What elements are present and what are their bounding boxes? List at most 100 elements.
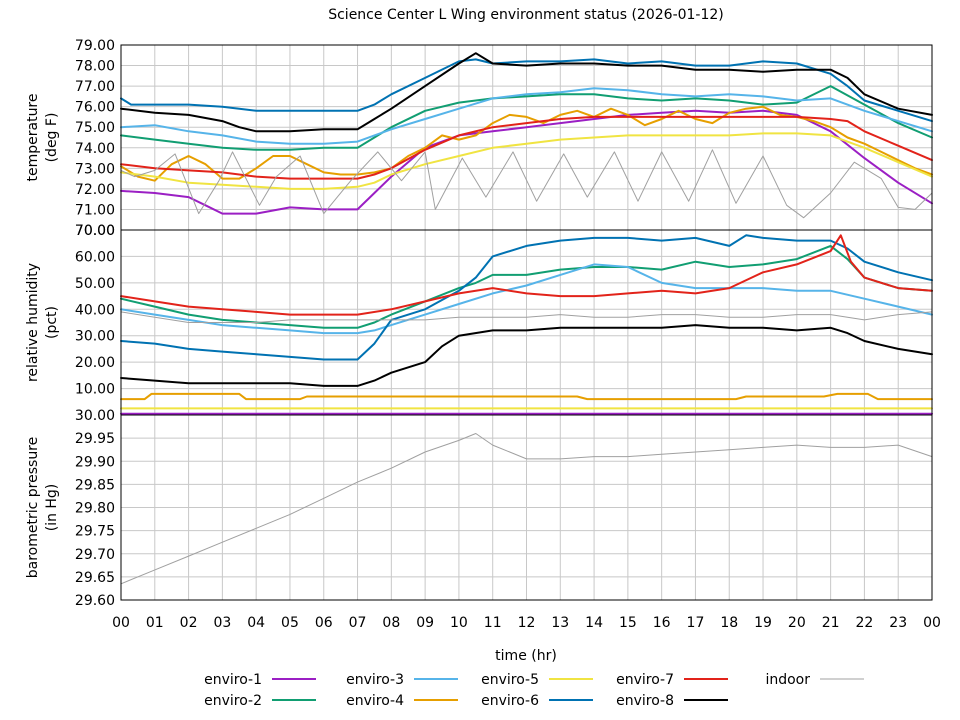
x-tick-label: 11 xyxy=(484,615,502,631)
legend-item-enviro-4: enviro-4 xyxy=(346,693,458,709)
humidity-series-enviro-7 xyxy=(120,234,933,316)
temperature-series-enviro-8 xyxy=(120,52,933,133)
humidity-series-enviro-4 xyxy=(120,392,933,401)
legend-label: enviro-8 xyxy=(616,693,674,709)
temperature-series-enviro-2 xyxy=(120,85,933,151)
humidity-y-tick-label: 40.00 xyxy=(75,302,115,318)
legend-label: enviro-4 xyxy=(346,693,404,709)
temperature-y-tick-label: 72.00 xyxy=(75,182,115,198)
legend-item-enviro-2: enviro-2 xyxy=(204,693,316,709)
x-tick-label: 22 xyxy=(856,615,874,631)
x-tick-label: 04 xyxy=(247,615,265,631)
pressure-y-tick-label: 30.00 xyxy=(75,408,115,424)
legend-label: enviro-3 xyxy=(346,672,404,688)
temperature-series-enviro-3 xyxy=(120,87,933,145)
x-tick-label: 17 xyxy=(687,615,705,631)
x-tick-label: 20 xyxy=(788,615,806,631)
x-tick-label: 05 xyxy=(281,615,299,631)
temperature-series-enviro-7 xyxy=(120,115,933,180)
pressure-y-axis-title-line: barometric pressure xyxy=(25,437,41,578)
temperature-series-enviro-1 xyxy=(120,109,933,215)
humidity-y-tick-label: 70.00 xyxy=(75,223,115,239)
humidity-y-tick-label: 60.00 xyxy=(75,249,115,265)
pressure-series-indoor xyxy=(120,433,933,585)
pressure-y-tick-label: 29.75 xyxy=(75,524,115,540)
pressure-y-tick-label: 29.85 xyxy=(75,477,115,493)
temperature-y-tick-label: 76.00 xyxy=(75,100,115,116)
chart-legend: enviro-1 enviro-2 enviro-3 enviro-4 enviro-5… xyxy=(204,672,864,709)
x-tick-label: 14 xyxy=(585,615,603,631)
humidity-y-tick-label: 30.00 xyxy=(75,329,115,345)
pressure-y-tick-label: 29.80 xyxy=(75,501,115,517)
x-tick-label: 12 xyxy=(518,615,536,631)
x-tick-label: 07 xyxy=(349,615,367,631)
temperature-y-tick-label: 75.00 xyxy=(75,120,115,136)
humidity-series-enviro-8 xyxy=(120,324,933,387)
x-axis: 00 01 02 03 04 05 06 07 08 09 10 11 12 13 14 15 16 17 18 19… xyxy=(112,615,941,631)
humidity-y-tick-label: 50.00 xyxy=(75,276,115,292)
legend-item-enviro-1: enviro-1 xyxy=(204,672,316,688)
pressure-frame xyxy=(120,414,933,601)
x-tick-label: 08 xyxy=(382,615,400,631)
temperature-y-tick-label: 71.00 xyxy=(75,202,115,218)
pressure-y-axis-title-line: (in Hg) xyxy=(44,484,60,532)
temperature-y-tick-label: 79.00 xyxy=(75,38,115,54)
temperature-series-enviro-5 xyxy=(120,132,933,190)
chart-title: Science Center L Wing environment status… xyxy=(328,7,724,23)
temperature-y-tick-label: 73.00 xyxy=(75,161,115,177)
x-tick-label: 03 xyxy=(213,615,231,631)
legend-item-enviro-3: enviro-3 xyxy=(346,672,458,688)
x-tick-label: 06 xyxy=(315,615,333,631)
x-tick-label: 23 xyxy=(889,615,907,631)
x-tick-label: 18 xyxy=(720,615,738,631)
pressure-y-axis-title: barometric pressure (in Hg) xyxy=(25,437,60,578)
legend-item-enviro-8: enviro-8 xyxy=(616,693,728,709)
humidity-series-indoor xyxy=(120,311,933,323)
legend-item-enviro-6: enviro-6 xyxy=(481,693,593,709)
legend-label: enviro-7 xyxy=(616,672,674,688)
humidity-series-enviro-3 xyxy=(120,263,933,335)
humidity-y-tick-label: 10.00 xyxy=(75,382,115,398)
legend-item-indoor: indoor xyxy=(765,672,864,688)
temperature-y-tick-label: 70.00 xyxy=(75,223,115,239)
legend-label: enviro-6 xyxy=(481,693,539,709)
temperature-y-axis-title-line: (deg F) xyxy=(44,113,60,163)
humidity-series-enviro-2 xyxy=(120,244,933,329)
x-tick-label: 02 xyxy=(180,615,198,631)
panel-humidity: 10.00 20.00 30.00 40.00 50.00 60.00 70.00 relat… xyxy=(25,223,933,416)
temperature-y-tick-label: 74.00 xyxy=(75,141,115,157)
x-tick-label: 21 xyxy=(822,615,840,631)
x-tick-label: 19 xyxy=(754,615,772,631)
panel-temperature: 70.00 71.00 72.00 73.00 74.00 75.00 76.00 77.00… xyxy=(25,38,933,239)
x-tick-label: 10 xyxy=(450,615,468,631)
legend-label: enviro-5 xyxy=(481,672,539,688)
pressure-y-tick-label: 29.70 xyxy=(75,547,115,563)
temperature-y-axis-title-line: temperature xyxy=(25,94,41,182)
panel-pressure: 29.60 29.65 29.70 29.75 29.80 29.85 29.90 29.95… xyxy=(25,408,933,609)
x-tick-label: 15 xyxy=(619,615,637,631)
temperature-y-tick-label: 78.00 xyxy=(75,59,115,75)
x-tick-label: 00 xyxy=(112,615,130,631)
x-tick-label: 09 xyxy=(416,615,434,631)
pressure-y-tick-label: 29.90 xyxy=(75,454,115,470)
humidity-y-axis-title-line: (pct) xyxy=(44,306,60,339)
pressure-y-tick-label: 29.65 xyxy=(75,570,115,586)
pressure-y-tick-label: 29.60 xyxy=(75,593,115,609)
legend-item-enviro-7: enviro-7 xyxy=(616,672,728,688)
x-tick-label: 01 xyxy=(146,615,164,631)
x-tick-label: 16 xyxy=(653,615,671,631)
x-tick-label: 13 xyxy=(551,615,569,631)
x-axis-title: time (hr) xyxy=(495,648,557,664)
temperature-y-axis-title: temperature (deg F) xyxy=(25,94,60,182)
pressure-y-tick-label: 29.95 xyxy=(75,431,115,447)
humidity-series-enviro-6 xyxy=(120,234,933,361)
legend-label: indoor xyxy=(765,672,810,688)
legend-item-enviro-5: enviro-5 xyxy=(481,672,593,688)
chart-panels: 70.00 71.00 72.00 73.00 74.00 75.00 76.00 77.00… xyxy=(25,38,933,609)
humidity-y-axis-title: relative humidity (pct) xyxy=(25,263,60,382)
legend-label: enviro-2 xyxy=(204,693,262,709)
humidity-y-axis-title-line: relative humidity xyxy=(25,263,41,382)
temperature-series-indoor xyxy=(120,149,933,219)
x-tick-label: 00 xyxy=(923,615,941,631)
